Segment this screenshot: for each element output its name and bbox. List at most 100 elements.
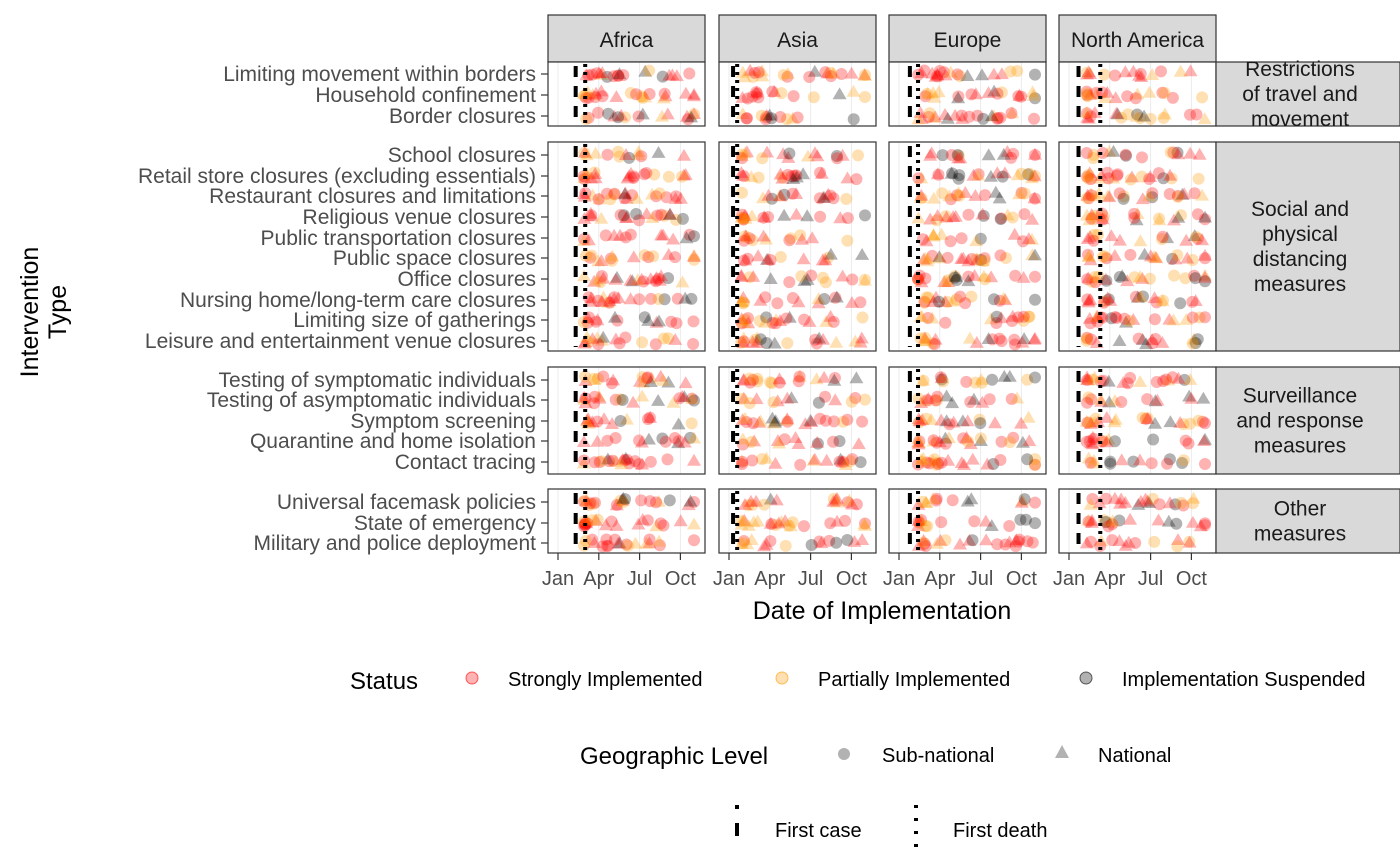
data-point xyxy=(577,189,592,202)
data-point xyxy=(673,514,688,527)
data-point xyxy=(651,394,666,406)
data-point xyxy=(926,295,941,307)
data-point xyxy=(809,333,822,346)
y-axis-title: InterventionType xyxy=(16,247,72,378)
data-point xyxy=(1199,213,1211,226)
data-point xyxy=(840,171,855,184)
data-point xyxy=(666,395,681,408)
data-point xyxy=(577,336,592,349)
data-point xyxy=(686,392,698,405)
data-point xyxy=(596,540,609,553)
data-point xyxy=(975,254,990,267)
data-point xyxy=(647,250,660,263)
data-point xyxy=(952,172,965,185)
data-point xyxy=(859,91,871,103)
data-point xyxy=(923,148,938,161)
data-point xyxy=(676,168,691,181)
data-point xyxy=(954,252,969,264)
legend-geo-title: Geographic Level xyxy=(580,743,768,770)
data-point xyxy=(951,186,966,198)
data-point xyxy=(912,273,925,286)
data-point xyxy=(738,498,752,510)
data-point xyxy=(1198,210,1212,223)
data-point xyxy=(919,234,934,247)
data-point xyxy=(1140,412,1155,424)
data-point xyxy=(821,251,834,264)
data-point xyxy=(1162,312,1177,325)
data-point xyxy=(772,372,787,385)
data-point xyxy=(845,395,858,408)
data-point xyxy=(633,293,646,306)
data-point xyxy=(811,292,826,304)
data-point xyxy=(1103,515,1117,528)
data-point xyxy=(587,373,602,385)
data-point xyxy=(1098,91,1112,103)
data-point xyxy=(1192,172,1205,185)
panel-europe-0 xyxy=(888,61,1047,127)
data-point xyxy=(1014,416,1029,429)
data-point xyxy=(781,151,796,163)
data-point xyxy=(1102,520,1115,533)
data-point xyxy=(1199,519,1211,532)
data-point xyxy=(576,456,591,469)
data-point xyxy=(845,497,860,510)
data-point xyxy=(1115,269,1130,282)
data-point xyxy=(914,309,929,322)
data-point xyxy=(588,171,603,184)
data-point xyxy=(819,315,834,327)
data-point xyxy=(630,273,645,286)
data-point xyxy=(1167,213,1181,226)
data-point xyxy=(932,250,947,263)
panel-background xyxy=(719,142,876,351)
data-point xyxy=(948,269,963,282)
data-point xyxy=(1146,187,1159,200)
data-point xyxy=(1188,294,1203,306)
data-point xyxy=(583,206,598,219)
data-point xyxy=(620,171,635,184)
data-point xyxy=(737,213,750,226)
group-strip-label-line: Social and xyxy=(1251,198,1349,221)
data-point xyxy=(961,274,976,287)
data-point xyxy=(747,70,760,83)
data-point xyxy=(1175,187,1190,200)
x-tick-label: Jul xyxy=(627,568,653,590)
data-point xyxy=(734,294,749,307)
panel-background xyxy=(889,142,1046,351)
data-point xyxy=(926,337,939,350)
data-point xyxy=(1136,411,1149,424)
data-point xyxy=(930,67,945,80)
data-point xyxy=(659,435,672,448)
data-point xyxy=(825,70,837,83)
data-point xyxy=(994,311,1009,324)
data-point xyxy=(759,108,774,121)
data-point xyxy=(784,391,799,404)
data-point xyxy=(579,392,592,405)
data-point xyxy=(736,331,751,344)
data-point xyxy=(844,66,859,79)
data-point xyxy=(601,434,614,447)
data-point xyxy=(789,187,804,199)
data-point xyxy=(1085,393,1098,406)
data-point xyxy=(1084,436,1099,449)
data-point xyxy=(608,454,623,467)
data-point xyxy=(923,212,938,225)
data-point xyxy=(824,189,837,202)
data-point xyxy=(1094,169,1109,181)
data-point xyxy=(964,492,979,505)
data-point xyxy=(930,458,943,471)
data-point xyxy=(759,232,773,245)
data-point xyxy=(1098,68,1111,81)
data-point xyxy=(919,272,932,285)
data-point xyxy=(1175,496,1188,509)
data-point xyxy=(617,187,632,200)
data-point xyxy=(1019,513,1032,526)
data-point xyxy=(584,291,599,304)
data-point xyxy=(1091,415,1106,428)
data-point xyxy=(816,332,831,345)
data-point xyxy=(734,268,749,281)
data-point xyxy=(759,537,774,550)
data-point xyxy=(1133,234,1148,247)
data-point xyxy=(1143,272,1156,285)
data-point xyxy=(948,209,963,222)
data-point xyxy=(756,191,770,204)
